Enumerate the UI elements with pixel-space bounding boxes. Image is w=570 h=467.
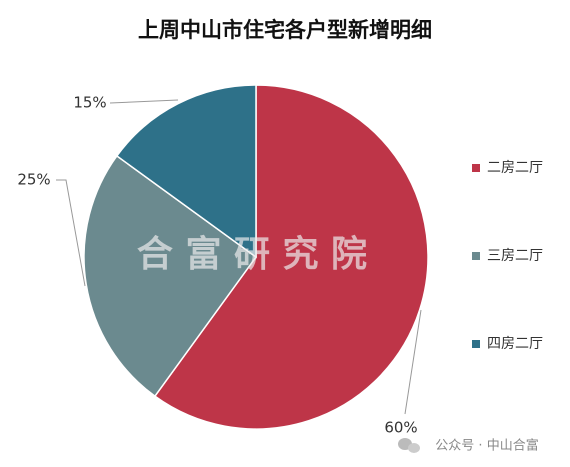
- pie-slice: [115, 84, 257, 259]
- legend-swatch: [472, 252, 480, 260]
- data-label: 15%: [73, 94, 106, 112]
- leader-line: [404, 309, 422, 415]
- data-label: 60%: [384, 419, 417, 437]
- pie-slice: [83, 154, 258, 398]
- legend-swatch: [472, 164, 480, 172]
- watermark: 合 富 研 究 院: [137, 233, 367, 275]
- pie-slice: [153, 84, 429, 430]
- legend-label: 三房二厅: [487, 248, 543, 264]
- legend-label: 四房二厅: [487, 336, 543, 352]
- data-label: 25%: [17, 171, 50, 189]
- legend-label: 二房二厅: [487, 160, 543, 176]
- leader-line: [109, 99, 179, 104]
- legend-swatch: [472, 340, 480, 348]
- leader-line: [56, 179, 86, 287]
- footer-icon: [398, 438, 420, 453]
- footer: 公众号 · 中山合富: [435, 438, 538, 454]
- chart-title: 上周中山市住宅各户型新增明细: [138, 18, 432, 42]
- pie: 60% 25% 15%: [17, 84, 429, 437]
